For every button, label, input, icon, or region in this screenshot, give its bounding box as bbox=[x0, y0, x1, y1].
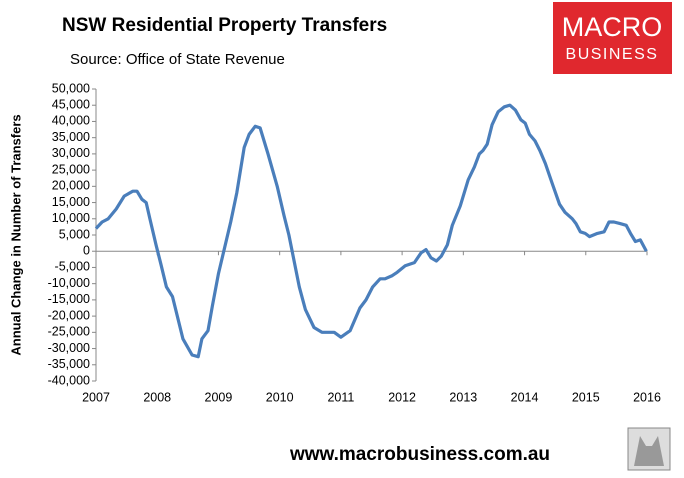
chart-subtitle: Source: Office of State Revenue bbox=[70, 51, 285, 68]
x-tick-label: 2009 bbox=[205, 390, 233, 404]
y-tick-label: 20,000 bbox=[52, 179, 90, 193]
y-tick-label: 0 bbox=[83, 244, 90, 258]
y-tick-label: 40,000 bbox=[52, 114, 90, 128]
y-axis-label: Annual Change in Number of Transfers bbox=[8, 114, 23, 355]
x-tick-label: 2016 bbox=[633, 390, 661, 404]
y-tick-label: -15,000 bbox=[48, 292, 90, 306]
y-tick-label: 15,000 bbox=[52, 195, 90, 209]
logo-text: MACRO bbox=[562, 12, 663, 42]
y-tick-label: 10,000 bbox=[52, 211, 90, 225]
x-tick-label: 2014 bbox=[511, 390, 539, 404]
wolf-icon bbox=[634, 436, 664, 466]
y-tick-label: -30,000 bbox=[48, 341, 90, 355]
logo-box bbox=[553, 2, 672, 74]
y-tick-label: 30,000 bbox=[52, 146, 90, 160]
x-tick-label: 2007 bbox=[82, 390, 110, 404]
x-tick-label: 2015 bbox=[572, 390, 600, 404]
x-tick-label: 2012 bbox=[388, 390, 416, 404]
y-tick-label: -20,000 bbox=[48, 308, 90, 322]
logo-text: BUSINESS bbox=[566, 46, 659, 63]
x-tick-label: 2008 bbox=[143, 390, 171, 404]
y-tick-label: -5,000 bbox=[55, 260, 90, 274]
y-tick-label: 45,000 bbox=[52, 98, 90, 112]
y-tick-label: 35,000 bbox=[52, 130, 90, 144]
y-tick-label: -35,000 bbox=[48, 357, 90, 371]
y-tick-label: 50,000 bbox=[52, 81, 90, 95]
y-tick-label: -10,000 bbox=[48, 276, 90, 290]
x-tick-label: 2013 bbox=[449, 390, 477, 404]
y-tick-label: -40,000 bbox=[48, 373, 90, 387]
x-tick-label: 2010 bbox=[266, 390, 294, 404]
y-tick-label: -25,000 bbox=[48, 325, 90, 339]
y-tick-label: 5,000 bbox=[59, 227, 90, 241]
y-tick-label: 25,000 bbox=[52, 162, 90, 176]
footer: www.macrobusiness.com.au bbox=[289, 444, 550, 465]
x-tick-label: 2011 bbox=[327, 390, 354, 404]
chart-title: NSW Residential Property Transfers bbox=[62, 15, 387, 36]
data-line bbox=[94, 103, 648, 359]
